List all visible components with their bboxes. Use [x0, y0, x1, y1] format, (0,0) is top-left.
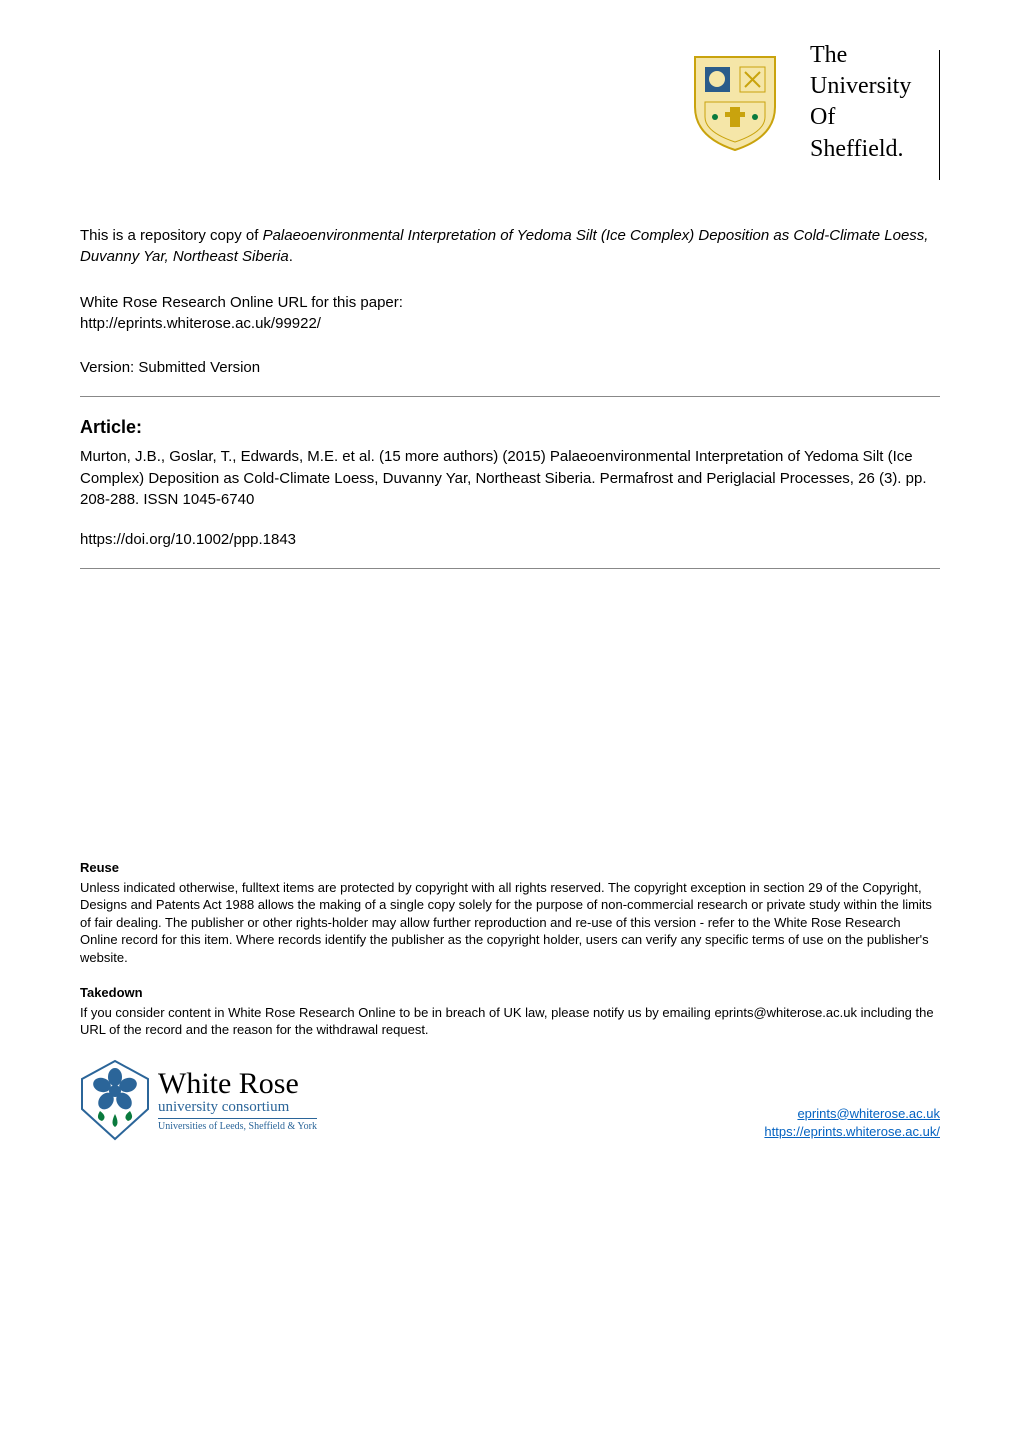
footer-logo: White Rose university consortium Univers… — [80, 1059, 317, 1141]
consortium-subtitle: university consortium — [158, 1099, 317, 1116]
institution-name: The University Of Sheffield. — [810, 40, 940, 165]
spacer — [80, 569, 940, 849]
repo-suffix: . — [289, 248, 293, 265]
takedown-section: Takedown If you consider content in Whit… — [80, 984, 940, 1039]
institution-line: University — [810, 71, 940, 102]
divider — [80, 396, 940, 397]
main-content: This is a repository copy of Palaeoenvir… — [0, 225, 1020, 1171]
reuse-section: Reuse Unless indicated otherwise, fullte… — [80, 859, 940, 966]
footer-links: eprints@whiterose.ac.uk https://eprints.… — [764, 1105, 940, 1141]
institution-line: Of — [810, 102, 940, 133]
article-heading: Article: — [80, 417, 940, 438]
repo-prefix: This is a repository copy of — [80, 227, 263, 244]
url-label: White Rose Research Online URL for this … — [80, 292, 940, 313]
reuse-body: Unless indicated otherwise, fulltext ite… — [80, 879, 940, 967]
paper-url: http://eprints.whiterose.ac.uk/99922/ — [80, 313, 940, 334]
url-section: White Rose Research Online URL for this … — [80, 292, 940, 334]
header: The University Of Sheffield. — [0, 0, 1020, 185]
consortium-text: White Rose university consortium Univers… — [158, 1067, 317, 1132]
footer-email-link[interactable]: eprints@whiterose.ac.uk — [797, 1106, 940, 1121]
version-label: Version: Submitted Version — [80, 359, 260, 376]
footer: White Rose university consortium Univers… — [80, 1059, 940, 1171]
takedown-body: If you consider content in White Rose Re… — [80, 1004, 940, 1039]
institution-line: The — [810, 40, 940, 71]
consortium-title: White Rose — [158, 1067, 317, 1101]
consortium-universities: Universities of Leeds, Sheffield & York — [158, 1118, 317, 1132]
reuse-title: Reuse — [80, 859, 940, 877]
takedown-title: Takedown — [80, 984, 940, 1002]
footer-site-link[interactable]: https://eprints.whiterose.ac.uk/ — [764, 1124, 940, 1139]
repository-statement: This is a repository copy of Palaeoenvir… — [80, 225, 940, 267]
header-divider — [939, 50, 940, 180]
citation: Murton, J.B., Goslar, T., Edwards, M.E. … — [80, 446, 940, 511]
doi-link: https://doi.org/10.1002/ppp.1843 — [80, 531, 940, 548]
version-section: Version: Submitted Version — [80, 359, 940, 376]
sheffield-shield-icon — [690, 52, 780, 152]
institution-line: Sheffield. — [810, 134, 940, 165]
white-rose-icon — [80, 1059, 150, 1141]
